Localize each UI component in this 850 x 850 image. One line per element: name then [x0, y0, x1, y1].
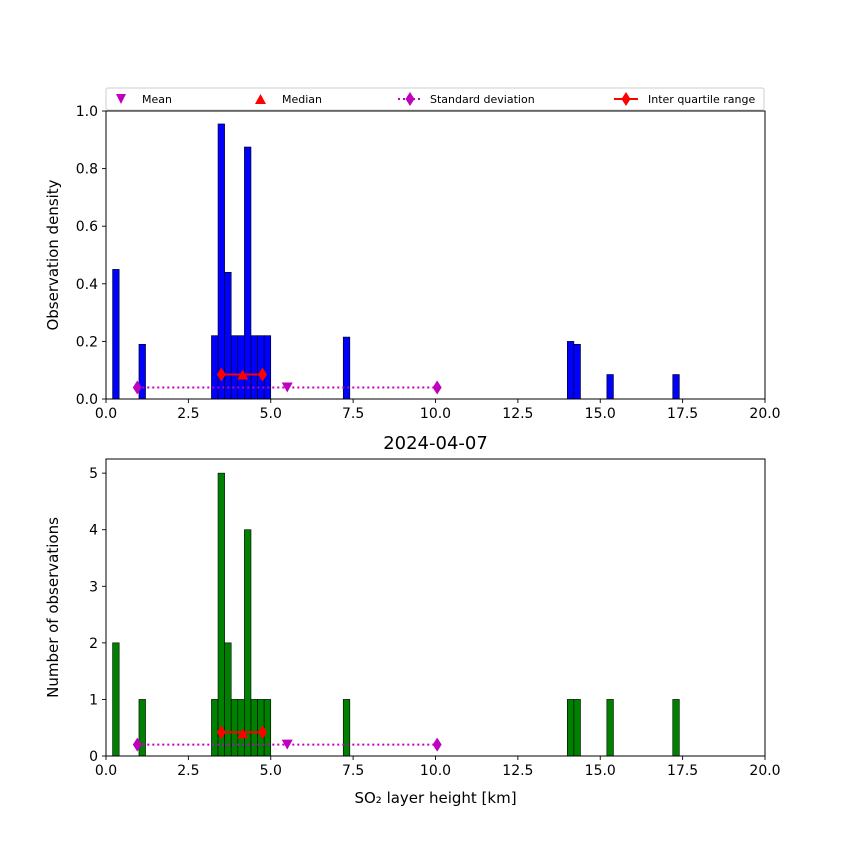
legend-iqr-marker	[621, 92, 631, 106]
x-tick-label: 2.5	[177, 406, 199, 422]
std-marker	[432, 380, 442, 395]
iqr-marker	[258, 725, 268, 740]
x-tick-label: 17.5	[667, 763, 698, 779]
y-tick-label: 0.4	[76, 277, 98, 293]
legend-frame	[105, 87, 765, 111]
x-tick-label: 0.0	[95, 763, 117, 779]
histogram-bar	[224, 642, 232, 757]
histogram-bar	[672, 374, 680, 400]
axes-frame	[105, 458, 766, 757]
y-tick-label: 0.6	[76, 219, 98, 235]
x-tick-label: 7.5	[342, 763, 364, 779]
histogram-bar	[244, 146, 252, 400]
x-tick-label: 15.0	[585, 406, 616, 422]
histogram-bar	[672, 699, 680, 757]
y-tick-label: 3	[89, 579, 98, 595]
y-tick-label: 0.2	[76, 334, 98, 350]
histogram-bar	[263, 699, 272, 757]
y-tick-label: 5	[89, 466, 98, 482]
legend-std-label: Standard deviation	[430, 93, 535, 106]
x-tick-label: 10.0	[420, 406, 451, 422]
legend-median-marker	[255, 94, 266, 104]
histogram-bar	[606, 374, 614, 400]
histogram-bar	[573, 343, 581, 400]
histogram-bar	[138, 343, 146, 400]
histogram-bar	[230, 699, 239, 757]
std-marker	[132, 737, 142, 752]
median-marker	[237, 728, 249, 739]
median-marker	[237, 369, 249, 380]
y-tick-label: 0	[89, 749, 98, 765]
mean-marker	[281, 382, 293, 393]
histogram-bar	[244, 529, 252, 757]
iqr-marker	[216, 725, 226, 740]
chart-title: 2024-04-07	[383, 433, 488, 454]
x-tick-label: 5.0	[260, 763, 282, 779]
histogram-bar	[211, 699, 219, 757]
histogram-bar	[237, 699, 245, 757]
mean-marker	[281, 739, 293, 750]
std-marker	[432, 737, 442, 752]
density-histogram: 0.0 2.5 5.0 7.5 10.0 12.5 15.0 17.5 20.0 0.0 0.2 0.…	[44, 104, 781, 422]
legend-mean-label: Mean	[142, 93, 172, 106]
y-tick-label: 0.0	[76, 392, 98, 408]
histogram-bar	[250, 699, 258, 757]
legend-mean-marker	[116, 94, 126, 104]
x-tick-label: 12.5	[502, 406, 533, 422]
histogram-bar	[566, 699, 575, 757]
histogram-bar	[230, 335, 239, 400]
histogram-bar	[250, 335, 258, 400]
axes-frame	[105, 110, 766, 400]
histogram-bar	[342, 699, 351, 757]
y-tick-label: 1	[89, 692, 98, 708]
histogram-bar	[211, 335, 219, 400]
histogram-bar	[217, 472, 225, 757]
y-axis-label: Observation density	[44, 179, 62, 330]
y-tick-label: 0.8	[76, 162, 98, 178]
legend: Mean Median Standard deviation Inter qua…	[105, 87, 765, 111]
std-marker	[132, 380, 142, 395]
x-tick-label: 0.0	[95, 406, 117, 422]
legend-std-marker	[405, 92, 415, 106]
x-axis-label: SO₂ layer height [km]	[354, 789, 516, 807]
histogram-bar	[573, 699, 581, 757]
iqr-marker	[258, 367, 268, 382]
x-tick-label: 20.0	[749, 763, 780, 779]
count-histogram: 0.0 2.5 5.0 7.5 10.0 12.5 15.0 17.5 20.0 0 1 2 3 4 5 Nu…	[44, 433, 781, 807]
y-tick-label: 1.0	[76, 104, 98, 120]
histogram-bar	[342, 336, 351, 400]
histogram-bar	[566, 341, 575, 400]
histogram-bar	[224, 271, 232, 400]
iqr-marker	[216, 367, 226, 382]
legend-iqr-label: Inter quartile range	[648, 93, 755, 106]
histogram-bar	[257, 335, 265, 400]
x-tick-label: 17.5	[667, 406, 698, 422]
x-tick-label: 2.5	[177, 763, 199, 779]
x-tick-label: 5.0	[260, 406, 282, 422]
x-tick-label: 15.0	[585, 763, 616, 779]
x-tick-label: 10.0	[420, 763, 451, 779]
histogram-bar	[237, 335, 245, 400]
x-tick-label: 7.5	[342, 406, 364, 422]
y-tick-label: 4	[89, 523, 98, 539]
histogram-bar	[606, 699, 614, 757]
legend-median-label: Median	[282, 93, 322, 106]
histogram-bar	[217, 123, 225, 400]
histogram-bar	[112, 642, 120, 757]
histogram-bar	[112, 269, 120, 400]
y-axis-label: Number of observations	[44, 517, 62, 698]
x-tick-label: 20.0	[749, 406, 780, 422]
histogram-bar	[263, 335, 272, 400]
x-tick-label: 12.5	[502, 763, 533, 779]
y-tick-label: 2	[89, 636, 98, 652]
